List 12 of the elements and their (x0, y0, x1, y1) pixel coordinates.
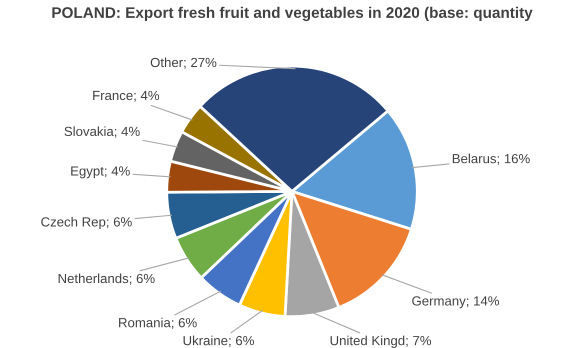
slice-label: France; 4% (93, 90, 160, 102)
slice-label: Belarus; 16% (452, 154, 530, 165)
slice-label: Romania; 6% (119, 318, 197, 329)
slice-label: Netherlands; 6% (58, 273, 155, 285)
slice-label: Slovakia; 4% (64, 126, 140, 138)
chart-title: POLAND: Export fresh fruit and vegetables in 2020 (base: quantity (52, 6, 533, 22)
slice-label: Other; 27% (150, 57, 216, 69)
slice-label: Germany; 14% (412, 296, 500, 308)
slice-label: Egypt; 4% (71, 166, 130, 178)
slice-label: Czech Rep; 6% (41, 216, 132, 230)
slice-label: United Kingd; 7% (330, 336, 432, 348)
slice-label: Ukraine; 6% (184, 336, 254, 347)
